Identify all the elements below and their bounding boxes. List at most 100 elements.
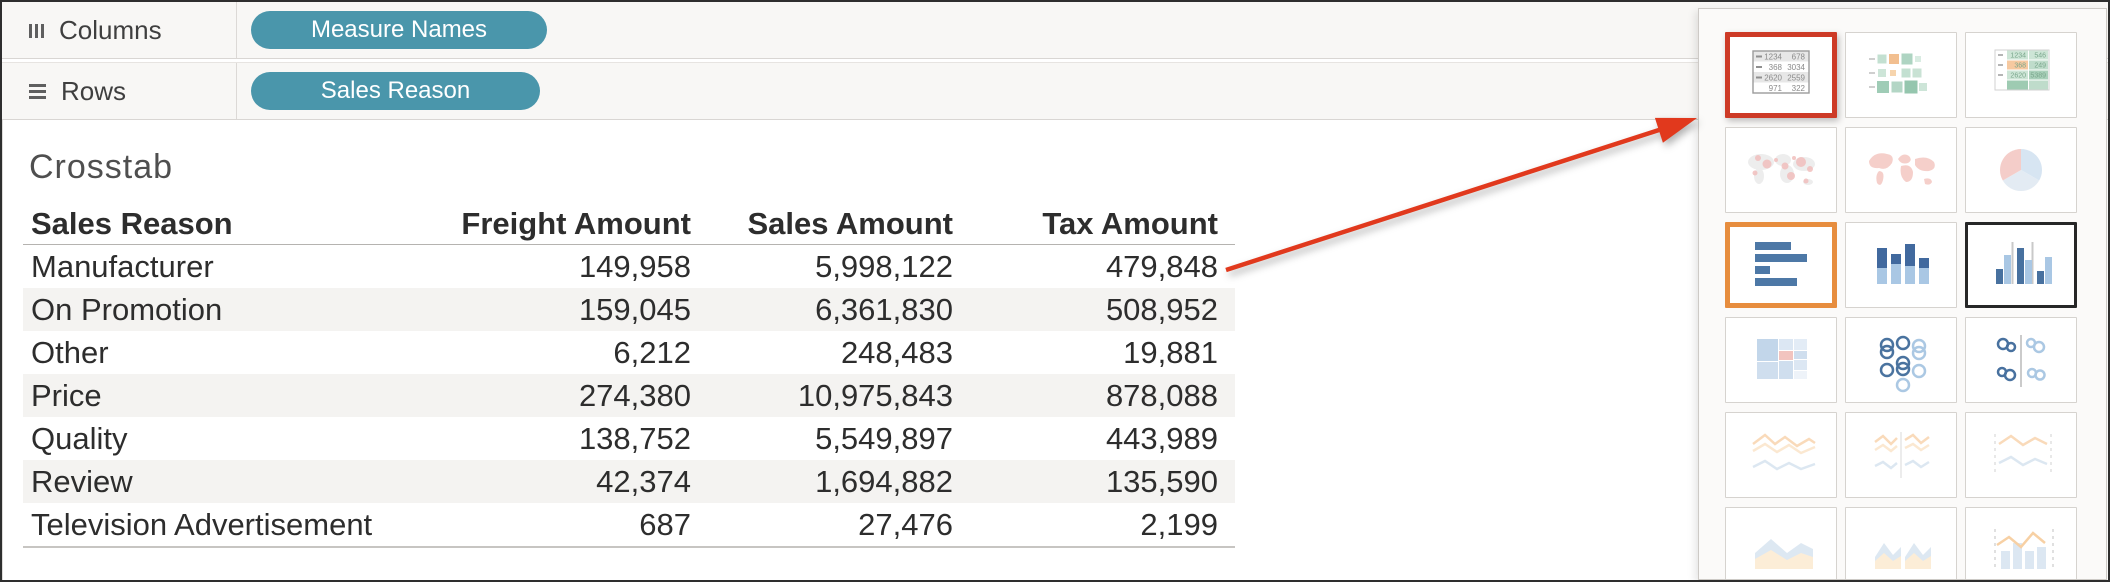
svg-text:1234: 1234 [1764, 53, 1782, 62]
rows-shelf-label-cell: Rows [2, 63, 237, 119]
showme-treemap[interactable] [1725, 317, 1837, 403]
pie-chart-icon [1999, 149, 2043, 192]
showme-heat-map[interactable] [1845, 32, 1957, 118]
tax-amount-cell[interactable]: 135,590 [1105, 463, 1218, 499]
svg-text:5389: 5389 [2030, 73, 2046, 80]
svg-text:2620: 2620 [2010, 73, 2026, 80]
row-label[interactable]: Quality [31, 420, 128, 456]
table-bottom-border [23, 546, 1235, 548]
showme-lines-continuous[interactable] [1725, 412, 1837, 498]
svg-text:546: 546 [2034, 53, 2046, 60]
table-row[interactable]: Review 42,374 1,694,882 135,590 [23, 460, 1235, 503]
sales-amount-cell[interactable]: 1,694,882 [815, 463, 953, 499]
text-table-icon: 1234 678 368 3034 2620 2559 971 322 [1752, 50, 1810, 94]
dual-lines-icon [1994, 434, 2052, 476]
showme-side-by-side-bars[interactable] [1965, 222, 2077, 308]
tax-amount-cell[interactable]: 878,088 [1105, 377, 1218, 413]
showme-dual-combination[interactable] [1965, 507, 2077, 579]
horizontal-bars-icon [1755, 242, 1807, 286]
svg-text:322: 322 [1792, 84, 1806, 93]
lines-continuous-icon [1752, 433, 1816, 471]
table-row[interactable]: Manufacturer 149,958 5,998,122 479,848 [23, 245, 1235, 288]
sales-amount-cell[interactable]: 5,549,897 [815, 420, 953, 456]
sales-amount-cell[interactable]: 27,476 [858, 506, 953, 542]
svg-text:368: 368 [1769, 63, 1783, 72]
table-row[interactable]: Television Advertisement 687 27,476 2,19… [23, 503, 1235, 546]
svg-text:2620: 2620 [1764, 74, 1782, 83]
freight-amount-cell[interactable]: 274,380 [578, 377, 691, 413]
highlight-table-icon: 1234 546 368 249 2620 5389 [1994, 49, 2050, 91]
showme-area-charts-continuous[interactable] [1725, 507, 1837, 579]
side-by-side-bars-icon [1996, 242, 2052, 284]
freight-amount-cell[interactable]: 687 [639, 506, 691, 542]
showme-filled-map[interactable] [1845, 127, 1957, 213]
table-row[interactable]: Quality 138,752 5,549,897 443,989 [23, 417, 1235, 460]
area-discrete-icon [1875, 543, 1931, 569]
tax-amount-cell[interactable]: 19,881 [1123, 334, 1218, 370]
svg-text:971: 971 [1769, 84, 1783, 93]
showme-horizontal-bars[interactable] [1725, 222, 1837, 308]
freight-amount-cell[interactable]: 42,374 [596, 463, 691, 499]
column-header-sales-reason[interactable]: Sales Reason [31, 206, 233, 241]
svg-text:3034: 3034 [1787, 63, 1805, 72]
showme-circle-views[interactable] [1845, 317, 1957, 403]
tax-amount-cell[interactable]: 479,848 [1105, 248, 1218, 284]
svg-text:678: 678 [1792, 53, 1806, 62]
crosstab-table: Sales Reason Freight Amount Sales Amount… [23, 204, 1235, 548]
showme-stacked-bars[interactable] [1845, 222, 1957, 308]
row-label[interactable]: Review [31, 463, 133, 499]
sales-amount-cell[interactable]: 6,361,830 [815, 291, 953, 327]
treemap-icon [1757, 339, 1807, 379]
columns-shelf-label: Columns [59, 14, 162, 45]
dual-combination-icon [1994, 529, 2054, 571]
table-row[interactable]: Other 6,212 248,483 19,881 [23, 331, 1235, 374]
rows-icon [29, 83, 46, 99]
measure-names-pill[interactable]: Measure Names [251, 11, 547, 49]
tax-amount-cell[interactable]: 443,989 [1105, 420, 1218, 456]
svg-text:1234: 1234 [2010, 53, 2026, 60]
sales-amount-cell[interactable]: 248,483 [840, 334, 953, 370]
column-header-tax-amount[interactable]: Tax Amount [1042, 206, 1218, 241]
tax-amount-cell[interactable]: 2,199 [1140, 506, 1218, 542]
showme-pie-chart[interactable] [1965, 127, 2077, 213]
showme-lines-discrete[interactable] [1845, 412, 1957, 498]
table-row[interactable]: Price 274,380 10,975,843 878,088 [23, 374, 1235, 417]
area-continuous-icon [1755, 539, 1813, 569]
showme-area-charts-discrete[interactable] [1845, 507, 1957, 579]
freight-amount-cell[interactable]: 149,958 [578, 248, 691, 284]
showme-text-table[interactable]: 1234 678 368 3034 2620 2559 971 322 [1725, 32, 1837, 118]
showme-highlight-table[interactable]: 1234 546 368 249 2620 5389 [1965, 32, 2077, 118]
side-by-side-circles-icon [1996, 335, 2046, 387]
heat-map-icon [1869, 53, 1927, 94]
table-header-row: Sales Reason Freight Amount Sales Amount… [23, 204, 1235, 245]
show-me-grid: 1234 678 368 3034 2620 2559 971 322 [1725, 32, 2106, 579]
tax-amount-cell[interactable]: 508,952 [1105, 291, 1218, 327]
rows-shelf-label: Rows [61, 75, 127, 106]
columns-shelf-label-cell: Columns [2, 2, 237, 58]
table-row[interactable]: On Promotion 159,045 6,361,830 508,952 [23, 288, 1235, 331]
sales-reason-pill[interactable]: Sales Reason [251, 72, 540, 110]
row-label[interactable]: On Promotion [31, 291, 223, 327]
freight-amount-cell[interactable]: 138,752 [578, 420, 691, 456]
row-label[interactable]: Television Advertisement [31, 506, 373, 542]
svg-text:2559: 2559 [1787, 74, 1805, 83]
columns-icon [29, 22, 44, 38]
sales-amount-cell[interactable]: 10,975,843 [797, 377, 953, 413]
show-me-panel: 1234 678 368 3034 2620 2559 971 322 [1698, 8, 2107, 580]
row-label[interactable]: Price [31, 377, 102, 413]
column-header-freight-amount[interactable]: Freight Amount [461, 206, 691, 241]
column-header-sales-amount[interactable]: Sales Amount [747, 206, 953, 241]
showme-side-by-side-circles[interactable] [1965, 317, 2077, 403]
sales-amount-cell[interactable]: 5,998,122 [815, 248, 953, 284]
svg-text:249: 249 [2034, 63, 2046, 70]
row-label[interactable]: Manufacturer [31, 248, 214, 284]
freight-amount-cell[interactable]: 159,045 [578, 291, 691, 327]
worksheet-area: Crosstab Sales Reason Freight Amount Sal… [2, 120, 1697, 580]
freight-amount-cell[interactable]: 6,212 [613, 334, 691, 370]
showme-symbol-map[interactable] [1725, 127, 1837, 213]
showme-dual-lines[interactable] [1965, 412, 2077, 498]
row-label[interactable]: Other [31, 334, 109, 370]
stacked-bars-icon [1877, 244, 1929, 284]
lines-discrete-icon [1874, 432, 1930, 478]
